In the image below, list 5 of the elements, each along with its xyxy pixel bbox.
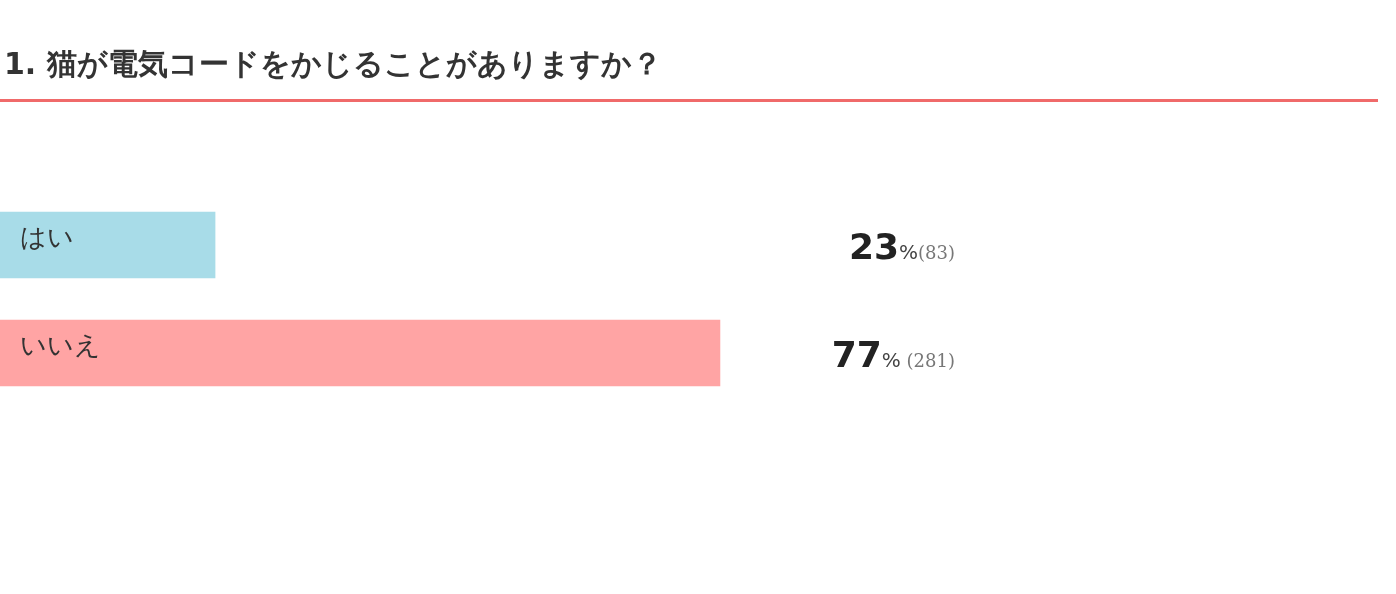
y-tick-label: いいえ [20, 329, 101, 360]
data-label: 77% (281) [831, 334, 955, 375]
y-tick-label: はい [20, 221, 74, 252]
chart-title: 1. 猫が電気コードをかじることがありますか？ [4, 45, 663, 83]
data-label: 23%(83) [848, 226, 955, 267]
